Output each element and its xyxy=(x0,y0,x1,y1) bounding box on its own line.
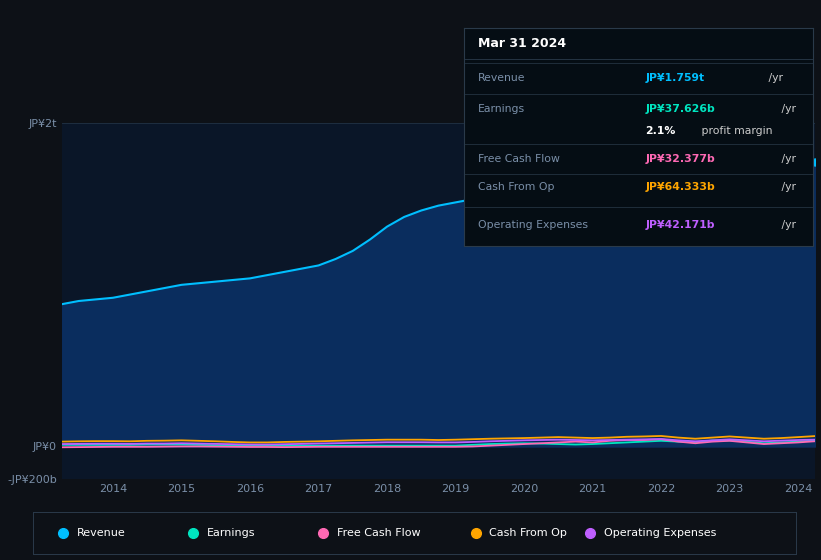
Text: Free Cash Flow: Free Cash Flow xyxy=(337,529,420,538)
Text: profit margin: profit margin xyxy=(699,125,773,136)
Text: Mar 31 2024: Mar 31 2024 xyxy=(478,37,566,50)
Text: JP¥1.759t: JP¥1.759t xyxy=(645,73,704,83)
Text: /yr: /yr xyxy=(778,104,796,114)
Text: JP¥37.626b: JP¥37.626b xyxy=(645,104,715,114)
Text: Operating Expenses: Operating Expenses xyxy=(604,529,717,538)
Text: Free Cash Flow: Free Cash Flow xyxy=(478,154,560,164)
Text: Operating Expenses: Operating Expenses xyxy=(478,220,588,230)
Text: Cash From Op: Cash From Op xyxy=(478,183,554,193)
Text: Earnings: Earnings xyxy=(207,529,255,538)
Text: Revenue: Revenue xyxy=(478,73,525,83)
Text: JP¥64.333b: JP¥64.333b xyxy=(645,183,715,193)
Text: 2.1%: 2.1% xyxy=(645,125,676,136)
Text: Earnings: Earnings xyxy=(478,104,525,114)
Text: Revenue: Revenue xyxy=(77,529,126,538)
Text: JP¥32.377b: JP¥32.377b xyxy=(645,154,715,164)
Text: /yr: /yr xyxy=(764,73,782,83)
Text: /yr: /yr xyxy=(778,154,796,164)
Text: /yr: /yr xyxy=(778,220,796,230)
Text: JP¥42.171b: JP¥42.171b xyxy=(645,220,715,230)
Text: Cash From Op: Cash From Op xyxy=(489,529,567,538)
Text: /yr: /yr xyxy=(778,183,796,193)
